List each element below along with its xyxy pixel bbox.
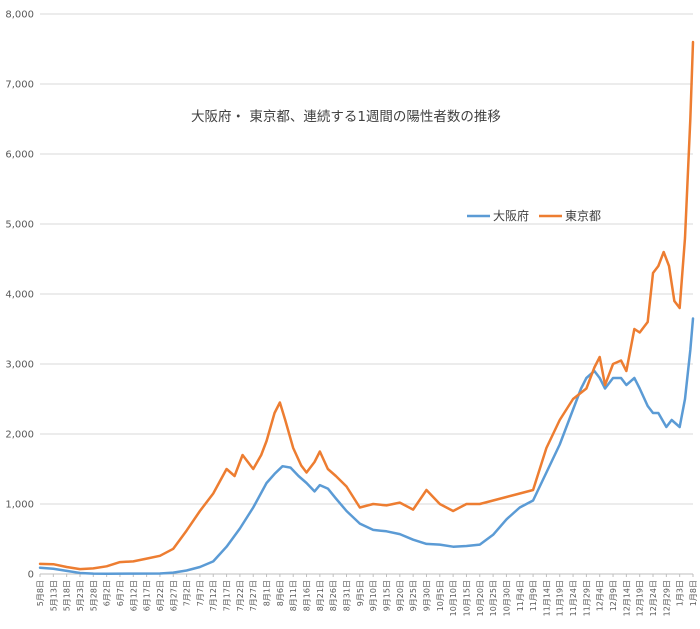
x-tick-label: 12月9日	[609, 580, 618, 611]
x-tick-label: 9月15日	[382, 580, 391, 611]
x-tick-label: 5月13日	[49, 580, 58, 611]
x-tick-label: 6月27日	[169, 580, 178, 611]
legend: 大阪府 東京都	[467, 208, 601, 223]
x-tick-label: 11月9日	[529, 580, 538, 611]
x-tick-label: 1月8日	[689, 580, 698, 606]
x-tick-label: 12月14日	[622, 580, 631, 616]
x-tick-label: 5月28日	[89, 580, 98, 611]
gridlines	[40, 13, 693, 575]
x-tick-label: 10月10日	[449, 580, 458, 616]
x-tick-label: 8月11日	[289, 580, 298, 611]
x-tick-label: 9月10日	[369, 580, 378, 611]
x-tick-label: 5月18日	[63, 580, 72, 611]
x-tick-label: 6月2日	[103, 580, 112, 606]
x-tick-label: 6月12日	[129, 580, 138, 611]
y-tick-label: 8,000	[5, 10, 34, 21]
x-tick-label: 12月24日	[649, 580, 658, 616]
series-lines	[38, 40, 695, 576]
y-tick-label: 3,000	[5, 360, 34, 371]
y-tick-label: 5,000	[5, 220, 34, 231]
x-axis-tick-labels: 5月8日 5月13日 5月18日 5月23日 5月28日 6月2日 6月7日 6月12日 6月1…	[36, 574, 698, 616]
y-tick-label: 2,000	[5, 430, 34, 441]
x-tick-label: 8月6日	[276, 580, 285, 606]
x-tick-label: 6月22日	[156, 580, 165, 611]
x-tick-label: 7月22日	[236, 580, 245, 611]
x-tick-label: 7月7日	[196, 580, 205, 606]
x-tick-label: 11月19日	[556, 580, 565, 616]
series-line-osaka	[38, 317, 695, 576]
y-axis-tick-labels: 0 1,000 2,000 3,000 4,000 5,000 6,000 7,000 8,00…	[5, 10, 34, 581]
legend-label-osaka: 大阪府	[493, 208, 529, 223]
y-tick-label: 1,000	[5, 500, 34, 511]
x-tick-label: 8月21日	[316, 580, 325, 611]
x-tick-label: 8月16日	[303, 580, 312, 611]
x-tick-label: 8月1日	[263, 580, 272, 606]
x-tick-label: 8月26日	[329, 580, 338, 611]
x-tick-label: 7月12日	[209, 580, 218, 611]
x-tick-label: 5月8日	[36, 580, 45, 606]
x-tick-label: 10月25日	[489, 580, 498, 616]
x-tick-label: 11月4日	[516, 580, 525, 611]
y-tick-label: 0	[28, 570, 34, 581]
y-tick-label: 4,000	[5, 290, 34, 301]
x-tick-label: 10月15日	[462, 580, 471, 616]
x-tick-label: 7月17日	[223, 580, 232, 611]
x-tick-label: 6月7日	[116, 580, 125, 606]
x-tick-label: 7月27日	[249, 580, 258, 611]
x-tick-label: 5月23日	[76, 580, 85, 611]
x-tick-label: 9月5日	[356, 580, 365, 606]
x-tick-label: 7月2日	[183, 580, 192, 606]
x-tick-label: 12月19日	[636, 580, 645, 616]
x-tick-label: 9月25日	[409, 580, 418, 611]
y-tick-label: 7,000	[5, 80, 34, 91]
x-tick-label: 6月17日	[143, 580, 152, 611]
x-tick-label: 12月29日	[662, 580, 671, 616]
x-tick-label: 8月31日	[343, 580, 352, 611]
x-tick-label: 10月5日	[436, 580, 445, 611]
chart-title: 大阪府・ 東京都、連続する1週間の陽性者数の推移	[191, 109, 501, 125]
x-tick-label: 1月3日	[676, 580, 685, 606]
x-tick-label: 9月30日	[422, 580, 431, 611]
x-tick-label: 10月20日	[476, 580, 485, 616]
x-tick-label: 10月30日	[502, 580, 511, 616]
x-tick-label: 11月29日	[582, 580, 591, 616]
x-tick-label: 11月24日	[569, 580, 578, 616]
x-tick-label: 11月14日	[542, 580, 551, 616]
x-tick-label: 9月20日	[396, 580, 405, 611]
series-line-tokyo	[38, 40, 695, 571]
legend-label-tokyo: 東京都	[565, 209, 601, 223]
x-tick-label: 12月4日	[596, 580, 605, 611]
y-tick-label: 6,000	[5, 150, 34, 161]
